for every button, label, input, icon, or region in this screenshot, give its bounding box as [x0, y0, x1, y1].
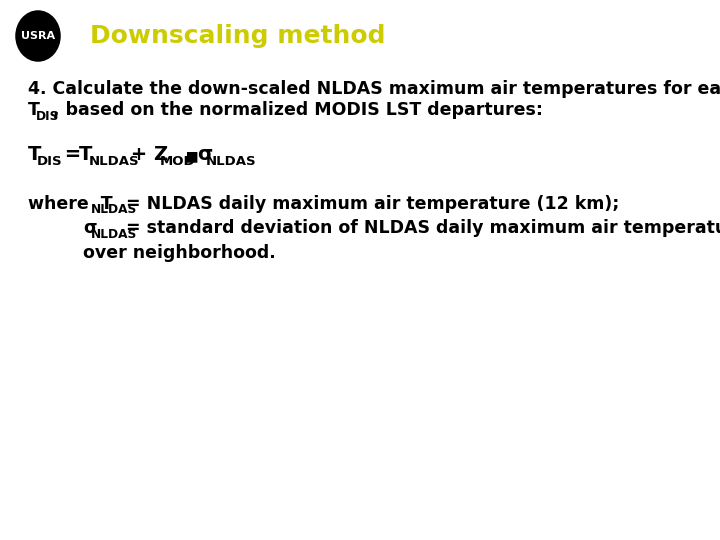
Text: T: T: [79, 145, 93, 164]
Text: NLDAS: NLDAS: [89, 155, 139, 168]
Text: = NLDAS daily maximum air temperature (12 km);: = NLDAS daily maximum air temperature (1…: [120, 195, 619, 213]
Text: σ: σ: [197, 145, 212, 164]
Text: ■: ■: [181, 149, 199, 163]
Text: =: =: [58, 145, 88, 164]
Text: 4. Calculate the down-scaled NLDAS maximum air temperatures for each day,: 4. Calculate the down-scaled NLDAS maxim…: [28, 80, 720, 98]
Text: MOD: MOD: [160, 155, 195, 168]
Text: T: T: [28, 145, 41, 164]
Text: USRA: USRA: [21, 31, 55, 41]
Text: T: T: [28, 102, 40, 119]
Text: NLDAS: NLDAS: [91, 228, 138, 241]
Text: = standard deviation of NLDAS daily maximum air temperature: = standard deviation of NLDAS daily maxi…: [120, 219, 720, 238]
Text: NLDAS: NLDAS: [91, 204, 138, 217]
Text: + Z: + Z: [124, 145, 168, 164]
Text: DIS: DIS: [37, 155, 63, 168]
Text: , based on the normalized MODIS LST departures:: , based on the normalized MODIS LST depa…: [53, 102, 543, 119]
Text: DIS: DIS: [36, 110, 59, 123]
Text: Downscaling method: Downscaling method: [90, 24, 385, 48]
Ellipse shape: [14, 9, 62, 63]
Text: over neighborhood.: over neighborhood.: [84, 244, 276, 262]
Text: σ: σ: [84, 219, 96, 238]
Text: where  T: where T: [28, 195, 112, 213]
Text: NLDAS: NLDAS: [206, 155, 256, 168]
